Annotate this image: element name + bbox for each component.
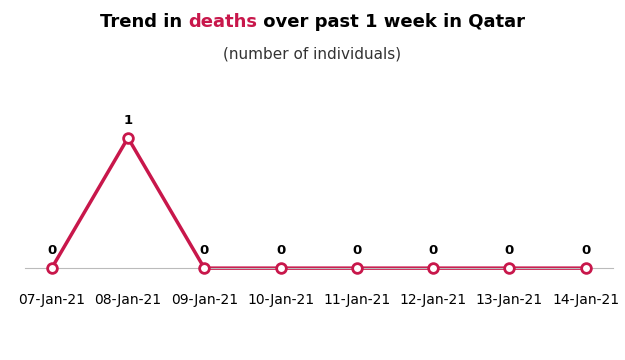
Text: 0: 0: [429, 244, 438, 257]
Text: 0: 0: [276, 244, 285, 257]
Text: 0: 0: [199, 244, 209, 257]
Text: 0: 0: [505, 244, 514, 257]
Text: deaths: deaths: [188, 13, 257, 31]
Text: 0: 0: [352, 244, 361, 257]
Text: 0: 0: [581, 244, 591, 257]
Text: over past 1 week in Qatar: over past 1 week in Qatar: [257, 13, 525, 31]
Text: Trend in: Trend in: [100, 13, 188, 31]
Text: 1: 1: [124, 114, 132, 127]
Text: (number of individuals): (number of individuals): [224, 47, 402, 62]
Text: 0: 0: [47, 244, 56, 257]
